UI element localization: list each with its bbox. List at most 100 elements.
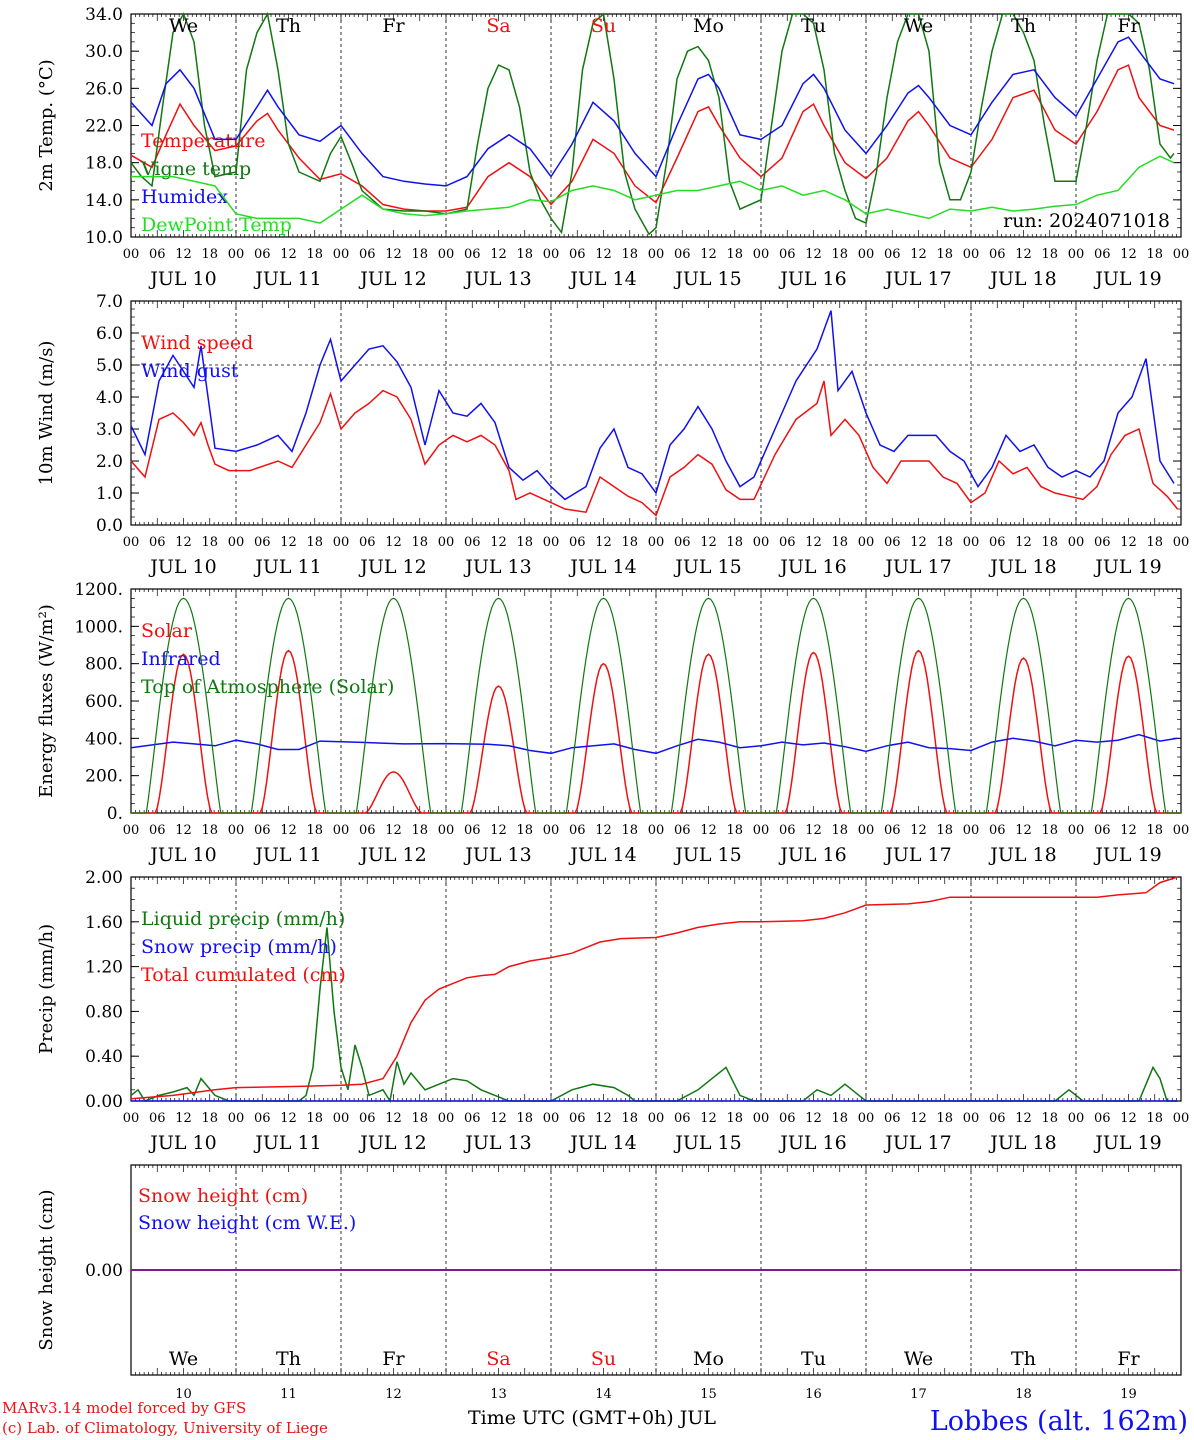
- hour-tick-label: 12: [1120, 247, 1137, 262]
- weekday-label: Th: [1011, 1348, 1036, 1370]
- hour-tick-label: 00: [333, 823, 350, 838]
- hour-tick-label: 18: [831, 1111, 848, 1126]
- y-tick-label: 26.0: [85, 79, 123, 99]
- hour-tick-label: 00: [228, 247, 245, 262]
- y-tick-label: 1.60: [85, 913, 123, 933]
- series-line-wind-gust: [130, 310, 1175, 501]
- snow-panel: 0.00 Snow height (cm) Snow height (cm) Snow…: [36, 1164, 1182, 1402]
- day-label: JUL 18: [988, 268, 1056, 290]
- day-label: JUL 13: [463, 556, 531, 578]
- hour-tick-label: 12: [490, 1111, 507, 1126]
- hour-tick-label: 12: [700, 247, 717, 262]
- hour-tick-label: 00: [1068, 1111, 1085, 1126]
- day-label: JUL 12: [358, 1132, 426, 1154]
- hour-tick-label: 12: [175, 535, 192, 550]
- weekday-label: Mo: [693, 15, 724, 37]
- hour-tick-label: 06: [779, 823, 796, 838]
- legend-entry: Liquid precip (mm/h): [141, 908, 345, 930]
- day-label: JUL 12: [358, 844, 426, 866]
- hour-tick-label: 00: [228, 1111, 245, 1126]
- hour-tick-label: 06: [674, 247, 691, 262]
- hour-tick-label: 06: [1094, 535, 1111, 550]
- hour-tick-label: 12: [805, 823, 822, 838]
- hour-tick-label: 18: [936, 823, 953, 838]
- hour-tick-label: 06: [989, 247, 1006, 262]
- day-label: JUL 13: [463, 844, 531, 866]
- hour-tick-label: 12: [595, 823, 612, 838]
- hour-tick-label: 18: [1146, 247, 1163, 262]
- hour-tick-label: 12: [175, 247, 192, 262]
- hour-tick-label: 06: [569, 823, 586, 838]
- hour-tick-label: 18: [936, 247, 953, 262]
- temperature-panel: 10.0 14.0 18.0 22.0 26.0 30.0 34.0 2m Temp. (°C…: [36, 5, 1189, 290]
- hour-tick-label: 00: [333, 247, 350, 262]
- hour-tick-label: 06: [674, 823, 691, 838]
- day-label: JUL 10: [148, 1132, 216, 1154]
- hour-tick-label: 18: [306, 823, 323, 838]
- hour-tick-label: 18: [621, 823, 638, 838]
- hour-tick-label: 12: [175, 1111, 192, 1126]
- day-label: JUL 17: [883, 268, 951, 290]
- legend-entry: Temperature: [141, 130, 265, 152]
- hour-tick-label: 00: [1173, 1111, 1190, 1126]
- hour-tick-label: 12: [700, 823, 717, 838]
- hour-tick-label: 06: [1094, 823, 1111, 838]
- hour-tick-label: 18: [306, 1111, 323, 1126]
- y-axis-label: Precip (mm/h): [36, 924, 57, 1054]
- hour-tick-label: 18: [1146, 823, 1163, 838]
- weekday-label: Fr: [1117, 1348, 1140, 1370]
- y-tick-label: 4.0: [96, 388, 123, 408]
- y-tick-label: 1.0: [96, 484, 123, 504]
- hour-tick-label: 18: [726, 535, 743, 550]
- y-tick-label: 0.: [107, 804, 123, 824]
- hour-tick-label: 00: [123, 1111, 140, 1126]
- hour-tick-label: 18: [411, 535, 428, 550]
- hour-tick-label: 06: [359, 535, 376, 550]
- day-number-label: 15: [700, 1387, 717, 1402]
- hour-tick-label: 06: [464, 823, 481, 838]
- y-axis-label: Snow height (cm): [36, 1189, 57, 1350]
- legend-entry: Snow precip (mm/h): [141, 936, 337, 958]
- day-label: JUL 12: [358, 268, 426, 290]
- hour-tick-label: 12: [1015, 535, 1032, 550]
- hour-tick-label: 00: [228, 823, 245, 838]
- weekday-label: Th: [276, 1348, 301, 1370]
- day-number-label: 12: [385, 1387, 402, 1402]
- hour-tick-label: 18: [831, 247, 848, 262]
- day-number-label: 17: [910, 1387, 927, 1402]
- y-tick-label: 30.0: [85, 42, 123, 62]
- series-line-total-cumulated-cm-: [130, 876, 1178, 1100]
- weekday-label: Sa: [486, 15, 510, 37]
- day-number-label: 13: [490, 1387, 507, 1402]
- hour-tick-label: 06: [989, 823, 1006, 838]
- day-label: JUL 13: [463, 268, 531, 290]
- hour-tick-label: 18: [621, 535, 638, 550]
- hour-tick-label: 18: [306, 535, 323, 550]
- hour-tick-label: 18: [831, 535, 848, 550]
- hour-tick-label: 18: [1041, 823, 1058, 838]
- day-label: JUL 16: [778, 844, 846, 866]
- hour-tick-label: 06: [569, 535, 586, 550]
- y-tick-label: 5.0: [96, 356, 123, 376]
- hour-tick-label: 12: [595, 1111, 612, 1126]
- hour-tick-label: 00: [123, 535, 140, 550]
- run-label: run: 2024071018: [1003, 210, 1170, 232]
- legend-entry: Solar: [141, 620, 193, 642]
- weekday-label: Fr: [1117, 15, 1140, 37]
- hour-tick-label: 00: [543, 1111, 560, 1126]
- day-label: JUL 19: [1093, 1132, 1161, 1154]
- legend-entry: Top of Atmosphere (Solar): [141, 676, 394, 698]
- hour-tick-label: 18: [726, 823, 743, 838]
- y-tick-label: 18.0: [85, 154, 123, 174]
- y-tick-label: 400.: [85, 729, 123, 749]
- hour-tick-label: 12: [1120, 535, 1137, 550]
- hour-tick-label: 00: [963, 247, 980, 262]
- hour-tick-label: 00: [963, 1111, 980, 1126]
- hour-tick-label: 00: [438, 823, 455, 838]
- y-tick-label: 0.00: [85, 1092, 123, 1112]
- day-label: JUL 14: [568, 268, 636, 290]
- hour-tick-label: 06: [149, 823, 166, 838]
- series-line-top-of-atmosphere-solar-: [131, 597, 1181, 814]
- hour-tick-label: 00: [438, 535, 455, 550]
